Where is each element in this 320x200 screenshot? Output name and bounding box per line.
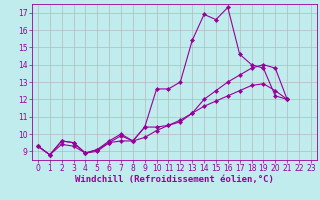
X-axis label: Windchill (Refroidissement éolien,°C): Windchill (Refroidissement éolien,°C) xyxy=(75,175,274,184)
